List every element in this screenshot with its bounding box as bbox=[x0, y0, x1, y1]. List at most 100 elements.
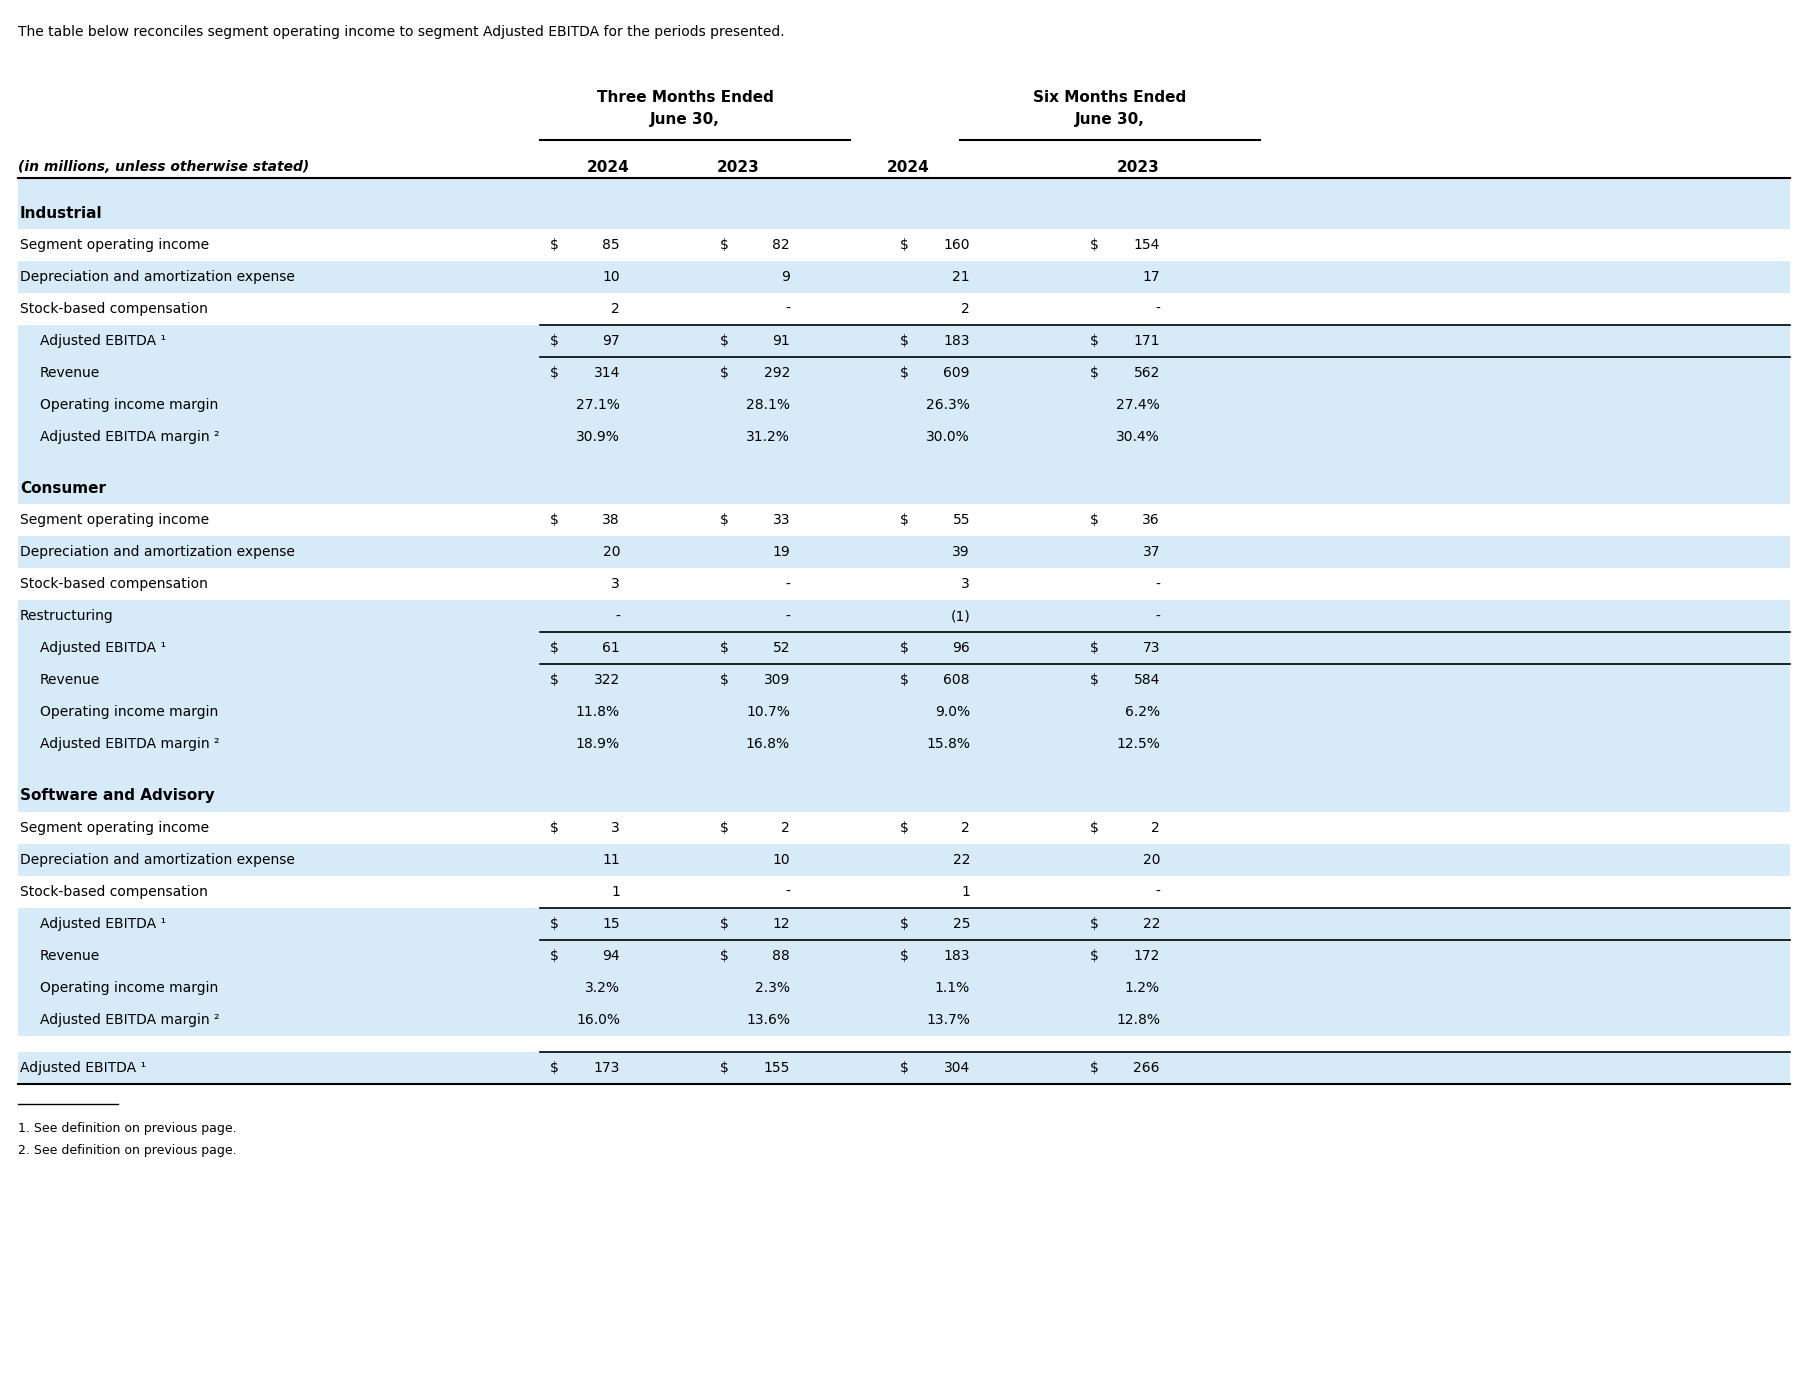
Text: 562: 562 bbox=[1133, 366, 1160, 380]
Text: Revenue: Revenue bbox=[40, 673, 101, 687]
Text: Stock-based compensation: Stock-based compensation bbox=[20, 577, 207, 591]
Text: $: $ bbox=[900, 916, 909, 930]
Text: 91: 91 bbox=[772, 335, 790, 348]
Bar bbox=[18, 421, 1790, 454]
Text: 11: 11 bbox=[603, 852, 621, 866]
Text: June 30,: June 30, bbox=[649, 112, 720, 126]
Text: 6.2%: 6.2% bbox=[1126, 705, 1160, 719]
Text: $: $ bbox=[1090, 239, 1099, 253]
Bar bbox=[18, 844, 1790, 876]
Text: 172: 172 bbox=[1133, 948, 1160, 963]
Bar bbox=[18, 633, 1790, 665]
Text: Segment operating income: Segment operating income bbox=[20, 820, 209, 834]
Text: 2: 2 bbox=[962, 820, 971, 834]
Text: Consumer: Consumer bbox=[20, 480, 106, 496]
Text: $: $ bbox=[550, 673, 559, 687]
Text: $: $ bbox=[900, 948, 909, 963]
Text: $: $ bbox=[550, 239, 559, 253]
Text: Stock-based compensation: Stock-based compensation bbox=[20, 303, 207, 316]
Text: $: $ bbox=[720, 916, 729, 930]
Text: $: $ bbox=[550, 335, 559, 348]
Text: $: $ bbox=[1090, 366, 1099, 380]
Bar bbox=[18, 325, 1790, 357]
Text: 183: 183 bbox=[943, 335, 971, 348]
Text: 1.2%: 1.2% bbox=[1126, 980, 1160, 995]
Text: 30.4%: 30.4% bbox=[1117, 430, 1160, 444]
Text: $: $ bbox=[720, 514, 729, 527]
Text: 25: 25 bbox=[953, 916, 971, 930]
Bar bbox=[18, 972, 1790, 1004]
Text: $: $ bbox=[1090, 1060, 1099, 1074]
Text: 21: 21 bbox=[953, 271, 971, 285]
Text: (in millions, unless otherwise stated): (in millions, unless otherwise stated) bbox=[18, 160, 308, 174]
Text: 2: 2 bbox=[962, 303, 971, 316]
Text: 160: 160 bbox=[943, 239, 971, 253]
Text: 3: 3 bbox=[612, 577, 621, 591]
Text: 22: 22 bbox=[1142, 916, 1160, 930]
Text: 73: 73 bbox=[1142, 641, 1160, 655]
Text: 10: 10 bbox=[603, 271, 621, 285]
Text: 18.9%: 18.9% bbox=[575, 737, 621, 751]
Text: $: $ bbox=[720, 820, 729, 834]
Text: $: $ bbox=[900, 239, 909, 253]
Text: 2024: 2024 bbox=[888, 160, 931, 175]
Text: 155: 155 bbox=[763, 1060, 790, 1074]
Bar bbox=[18, 697, 1790, 729]
Text: 314: 314 bbox=[594, 366, 621, 380]
Text: -: - bbox=[785, 609, 790, 623]
Text: 94: 94 bbox=[603, 948, 621, 963]
Text: 2: 2 bbox=[612, 303, 621, 316]
Text: -: - bbox=[785, 884, 790, 898]
Bar bbox=[18, 601, 1790, 633]
Text: 9.0%: 9.0% bbox=[934, 705, 971, 719]
Text: 19: 19 bbox=[772, 545, 790, 559]
Bar bbox=[18, 1004, 1790, 1035]
Text: -: - bbox=[785, 577, 790, 591]
Text: $: $ bbox=[550, 366, 559, 380]
Text: 183: 183 bbox=[943, 948, 971, 963]
Text: 16.8%: 16.8% bbox=[745, 737, 790, 751]
Bar bbox=[18, 178, 1790, 197]
Text: $: $ bbox=[720, 673, 729, 687]
Text: 12: 12 bbox=[772, 916, 790, 930]
Text: Adjusted EBITDA ¹: Adjusted EBITDA ¹ bbox=[40, 641, 166, 655]
Text: $: $ bbox=[1090, 820, 1099, 834]
Text: Operating income margin: Operating income margin bbox=[40, 398, 218, 412]
Text: 15: 15 bbox=[603, 916, 621, 930]
Bar bbox=[18, 780, 1790, 812]
Text: 1: 1 bbox=[962, 884, 971, 898]
Text: 26.3%: 26.3% bbox=[925, 398, 971, 412]
Text: 88: 88 bbox=[772, 948, 790, 963]
Text: 154: 154 bbox=[1133, 239, 1160, 253]
Text: 10.7%: 10.7% bbox=[747, 705, 790, 719]
Text: 12.5%: 12.5% bbox=[1117, 737, 1160, 751]
Text: 52: 52 bbox=[772, 641, 790, 655]
Text: 30.0%: 30.0% bbox=[925, 430, 971, 444]
Text: 39: 39 bbox=[953, 545, 971, 559]
Bar bbox=[18, 729, 1790, 761]
Text: Adjusted EBITDA ¹: Adjusted EBITDA ¹ bbox=[40, 916, 166, 930]
Text: $: $ bbox=[1090, 673, 1099, 687]
Text: 2: 2 bbox=[781, 820, 790, 834]
Text: $: $ bbox=[550, 641, 559, 655]
Text: $: $ bbox=[720, 239, 729, 253]
Text: $: $ bbox=[1090, 948, 1099, 963]
Text: 1: 1 bbox=[612, 884, 621, 898]
Text: 608: 608 bbox=[943, 673, 971, 687]
Text: Industrial: Industrial bbox=[20, 205, 103, 221]
Text: $: $ bbox=[1090, 514, 1099, 527]
Text: $: $ bbox=[720, 641, 729, 655]
Text: 37: 37 bbox=[1142, 545, 1160, 559]
Text: 15.8%: 15.8% bbox=[925, 737, 971, 751]
Text: Three Months Ended: Three Months Ended bbox=[597, 90, 774, 105]
Text: $: $ bbox=[550, 948, 559, 963]
Text: $: $ bbox=[720, 948, 729, 963]
Text: 1. See definition on previous page.: 1. See definition on previous page. bbox=[18, 1122, 236, 1134]
Text: Six Months Ended: Six Months Ended bbox=[1034, 90, 1187, 105]
Text: $: $ bbox=[720, 366, 729, 380]
Bar bbox=[18, 1052, 1790, 1084]
Text: 2. See definition on previous page.: 2. See definition on previous page. bbox=[18, 1144, 236, 1156]
Text: $: $ bbox=[550, 1060, 559, 1074]
Text: (1): (1) bbox=[951, 609, 971, 623]
Text: Adjusted EBITDA margin ²: Adjusted EBITDA margin ² bbox=[40, 737, 220, 751]
